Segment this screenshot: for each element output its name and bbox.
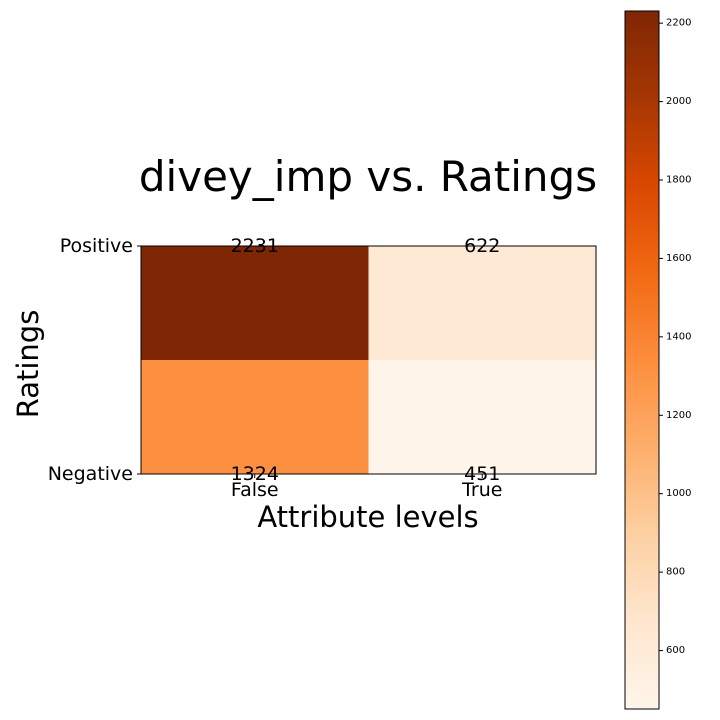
colorbar-tick-label: 1200 bbox=[666, 410, 691, 421]
colorbar-tick-label: 2200 bbox=[666, 18, 691, 29]
chart-title: divey_imp vs. Ratings bbox=[139, 152, 597, 201]
x-axis-ticks: False True bbox=[231, 474, 502, 501]
colorbar: 600 800 1000 1200 1400 1600 1800 2000 2200 bbox=[624, 10, 691, 710]
colorbar-ticks: 600 800 1000 1200 1400 1600 1800 2000 2200 bbox=[659, 18, 691, 656]
y-tick-label: Positive bbox=[60, 235, 133, 257]
colorbar-gradient bbox=[624, 10, 660, 710]
plot-frame bbox=[140, 245, 597, 475]
colorbar-tick-label: 2000 bbox=[666, 96, 691, 107]
heatmap-cell bbox=[141, 246, 369, 360]
colorbar-tick-label: 1600 bbox=[666, 253, 691, 264]
heatmap-cell bbox=[141, 360, 369, 474]
cell-value-label: 622 bbox=[464, 235, 500, 257]
colorbar-tick-label: 600 bbox=[666, 645, 685, 656]
colorbar-tick-label: 1400 bbox=[666, 331, 691, 342]
x-axis-label: Attribute levels bbox=[257, 500, 478, 534]
heatmap-cell bbox=[368, 360, 596, 474]
y-axis-label: Ratings bbox=[11, 310, 45, 419]
x-tick-label: False bbox=[231, 479, 279, 501]
y-axis-ticks: Positive Negative bbox=[48, 235, 141, 485]
colorbar-tick-label: 1000 bbox=[666, 488, 691, 499]
heatmap-cell bbox=[368, 246, 596, 360]
heatmap-cells bbox=[141, 246, 596, 474]
colorbar-tick-label: 800 bbox=[666, 567, 685, 578]
cell-value-label: 2231 bbox=[231, 235, 279, 257]
colorbar-tick-label: 1800 bbox=[666, 175, 691, 186]
y-tick-label: Negative bbox=[48, 463, 133, 485]
x-tick-label: True bbox=[461, 479, 502, 501]
